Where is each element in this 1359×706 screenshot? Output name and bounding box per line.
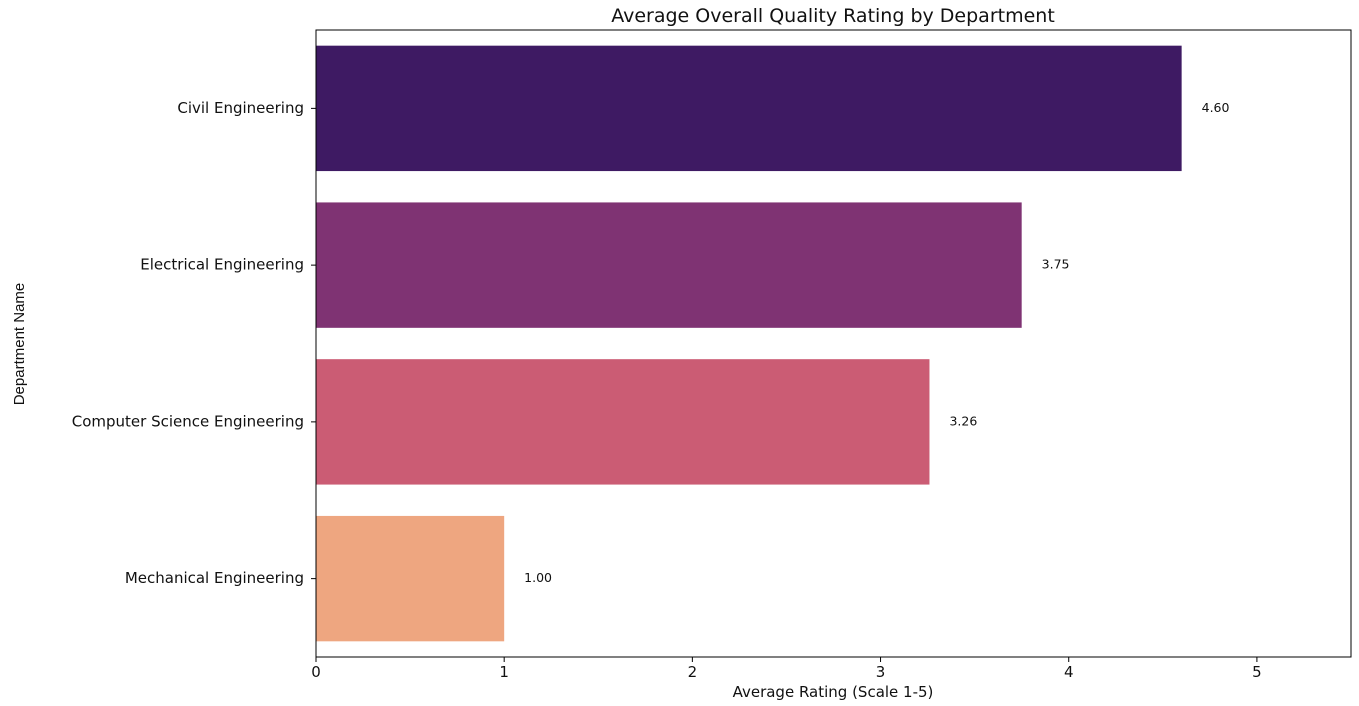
bar-civil-engineering (316, 45, 1182, 172)
x-tick-label: 4 (1064, 663, 1074, 681)
x-tick-label: 0 (311, 663, 321, 681)
value-label: 1.00 (524, 570, 552, 585)
x-tick-label: 3 (876, 663, 886, 681)
chart-title: Average Overall Quality Rating by Depart… (611, 5, 1055, 27)
value-label: 3.26 (949, 413, 977, 428)
value-label: 3.75 (1042, 257, 1070, 272)
y-axis-title: Department Name (11, 283, 28, 406)
x-tick-label: 1 (499, 663, 509, 681)
x-ticks-layer: 0 1 2 3 4 5 (311, 657, 1262, 681)
value-label: 4.60 (1202, 100, 1230, 115)
bar-mechanical-engineering (316, 515, 505, 642)
category-label: Mechanical Engineering (125, 569, 304, 587)
category-label: Civil Engineering (177, 99, 304, 117)
plot-frame (315, 29, 1352, 658)
bars-layer (316, 45, 1182, 642)
category-labels-layer: Civil Engineering Electrical Engineering C… (72, 99, 316, 587)
category-label: Electrical Engineering (140, 256, 304, 274)
value-labels-layer: 4.60 3.75 3.26 1.00 (524, 100, 1229, 585)
bar-computer-science-engineering (316, 359, 930, 485)
x-axis-title: Average Rating (Scale 1-5) (733, 683, 934, 701)
x-tick-label: 5 (1252, 663, 1262, 681)
category-label: Computer Science Engineering (72, 412, 304, 430)
x-tick-label: 2 (688, 663, 698, 681)
bar-electrical-engineering (316, 202, 1022, 328)
